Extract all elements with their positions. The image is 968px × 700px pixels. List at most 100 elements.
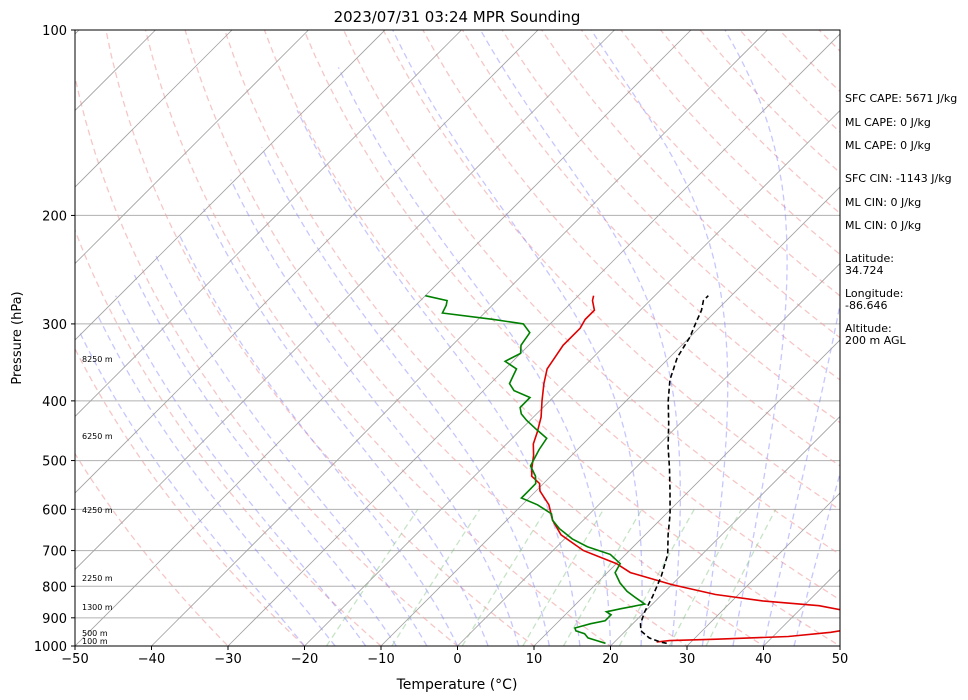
x-tick-label: 20 <box>602 652 619 667</box>
moist-adiabat <box>79 332 305 646</box>
isotherm-line <box>75 30 539 494</box>
x-tick-label: −40 <box>138 652 165 667</box>
isotherm-line <box>75 30 692 646</box>
dewpoint-profile <box>425 294 647 645</box>
isotherm-line <box>610 415 840 646</box>
isotherm-line <box>304 109 840 646</box>
mixing-ratio-line <box>391 508 481 646</box>
latitude-text: Latitude: 34.724 <box>845 252 894 277</box>
y-tick-label: 600 <box>42 503 67 518</box>
moist-adiabat <box>154 252 428 646</box>
altitude-label: 100 m <box>82 637 108 647</box>
ml-cape-text: ML CAPE: 0 J/kg <box>845 116 931 129</box>
isotherm-line <box>75 30 462 418</box>
isotherm-line <box>0 30 3 646</box>
dry-adiabat <box>75 347 306 646</box>
altitude-text: Altitude: 200 m AGL <box>845 322 906 347</box>
y-tick-label: 800 <box>42 580 67 595</box>
isotherm-line <box>533 339 840 646</box>
moist-adiabat <box>96 314 336 646</box>
parcel-path <box>639 295 709 645</box>
x-tick-label: 0 <box>453 652 461 667</box>
x-axis: −50 −40 −30 −20 −10 0 10 20 30 40 50 <box>61 646 848 667</box>
plot-frame <box>74 29 841 647</box>
x-tick-label: −20 <box>291 652 318 667</box>
isobar-grid <box>75 214 840 619</box>
dry-adiabat <box>144 30 612 646</box>
y-tick-label: 200 <box>42 209 67 224</box>
y-axis: 100 200 300 400 500 600 700 800 900 1000 <box>34 24 75 655</box>
dry-adiabat <box>75 452 229 646</box>
x-tick-label: 40 <box>755 652 772 667</box>
mixing-ratio-line <box>461 508 547 646</box>
isotherm-line <box>75 30 233 188</box>
isotherm-line <box>75 30 386 341</box>
dry-adiabat <box>224 30 765 646</box>
dry-adiabat <box>422 30 840 467</box>
isotherm-line <box>457 262 840 646</box>
isotherm-line <box>686 492 840 646</box>
isotherm-line <box>227 33 840 646</box>
altitude-label: 4250 m <box>82 505 113 515</box>
mixing-ratio-line <box>325 508 419 646</box>
x-tick-label: 10 <box>526 652 543 667</box>
moist-adiabat <box>133 274 397 646</box>
dry-adiabat <box>105 30 536 646</box>
dry-adiabat <box>461 30 840 424</box>
mixing-ratio-line <box>522 508 605 646</box>
longitude-text: Longitude: -86.646 <box>845 287 904 312</box>
dry-adiabat <box>263 30 840 646</box>
x-axis-label: Temperature (°C) <box>396 677 518 693</box>
dry-adiabat <box>303 30 840 601</box>
chart-title: 2023/07/31 03:24 MPR Sounding <box>334 8 581 26</box>
isotherm-line <box>151 30 768 646</box>
altitude-label: 500 m <box>82 629 108 639</box>
background-lines <box>0 30 840 646</box>
moist-adiabat <box>115 295 367 646</box>
dry-adiabat <box>501 30 840 381</box>
x-tick-label: −10 <box>367 652 394 667</box>
y-tick-label: 100 <box>42 24 67 39</box>
moist-adiabat <box>296 110 581 646</box>
sfc-cape-text: SFC CAPE: 5671 J/kg <box>845 92 958 105</box>
moist-adiabat <box>590 30 729 646</box>
moist-adiabat <box>337 67 612 646</box>
dry-adiabat <box>75 228 382 646</box>
temperature-profile <box>530 295 840 643</box>
x-tick-label: −30 <box>214 652 241 667</box>
y-tick-label: 400 <box>42 395 67 410</box>
sfc-cin-text: SFC CIN: -1143 J/kg <box>845 172 952 185</box>
ml-cin-text-2: ML CIN: 0 J/kg <box>845 219 922 232</box>
altitude-label: 1300 m <box>82 602 113 612</box>
moist-adiabat <box>261 146 550 646</box>
dry-adiabat <box>75 74 459 646</box>
mixing-ratio-line <box>668 509 742 646</box>
moist-adiabat <box>793 471 840 646</box>
y-tick-label: 300 <box>42 318 67 333</box>
moist-adiabat <box>479 30 681 646</box>
moist-adiabat <box>178 234 459 646</box>
dry-adiabat <box>184 30 689 646</box>
moist-adiabat <box>203 208 489 646</box>
moist-adiabat <box>230 179 520 646</box>
isotherm-line <box>75 30 615 571</box>
altitude-label: 6250 m <box>82 432 113 442</box>
sounding-profiles <box>425 294 840 645</box>
mixing-ratio-line <box>562 508 643 646</box>
x-tick-label: 30 <box>679 652 696 667</box>
x-tick-label: −50 <box>61 652 88 667</box>
x-tick-label: 50 <box>832 652 849 667</box>
altitude-label: 2250 m <box>82 573 113 583</box>
mixing-ratio-line <box>705 509 777 646</box>
dry-adiabat <box>382 30 840 511</box>
moist-adiabat <box>392 30 643 646</box>
ml-cape-text-2: ML CAPE: 0 J/kg <box>845 139 931 152</box>
isotherm-line <box>75 30 309 265</box>
y-tick-label: 700 <box>42 545 67 560</box>
y-tick-label: 500 <box>42 455 67 470</box>
ml-cin-text: ML CIN: 0 J/kg <box>845 196 922 209</box>
y-tick-label: 900 <box>42 612 67 627</box>
moist-adiabat <box>724 30 788 646</box>
altitude-label: 8250 m <box>82 355 113 365</box>
